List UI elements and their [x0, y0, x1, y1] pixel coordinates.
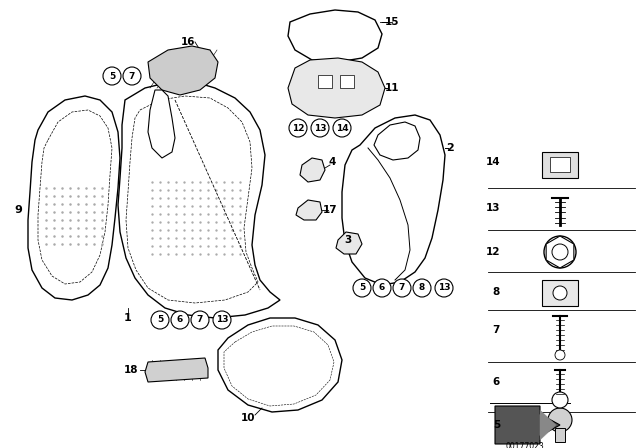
- Text: 13: 13: [314, 124, 326, 133]
- Circle shape: [191, 311, 209, 329]
- Text: 5: 5: [157, 315, 163, 324]
- Text: 7: 7: [399, 284, 405, 293]
- Polygon shape: [142, 172, 250, 265]
- Text: 5: 5: [109, 72, 115, 81]
- Polygon shape: [40, 178, 108, 248]
- Text: 14: 14: [485, 157, 500, 167]
- Text: 5: 5: [493, 420, 500, 430]
- Text: 13: 13: [438, 284, 451, 293]
- Text: 9: 9: [14, 205, 22, 215]
- Circle shape: [151, 311, 169, 329]
- Polygon shape: [542, 152, 578, 178]
- Circle shape: [373, 279, 391, 297]
- Text: 7: 7: [197, 315, 203, 324]
- Text: 5: 5: [359, 284, 365, 293]
- Circle shape: [311, 119, 329, 137]
- Text: 00177023: 00177023: [506, 441, 545, 448]
- Circle shape: [552, 244, 568, 260]
- Text: 7: 7: [129, 72, 135, 81]
- FancyBboxPatch shape: [555, 428, 565, 442]
- Text: 11: 11: [385, 83, 399, 93]
- Polygon shape: [28, 96, 120, 300]
- Circle shape: [333, 119, 351, 137]
- Polygon shape: [340, 75, 354, 88]
- Circle shape: [171, 311, 189, 329]
- Circle shape: [555, 350, 565, 360]
- Polygon shape: [218, 318, 342, 412]
- Polygon shape: [318, 75, 332, 88]
- Circle shape: [103, 67, 121, 85]
- Circle shape: [553, 286, 567, 300]
- Text: 6: 6: [379, 284, 385, 293]
- Polygon shape: [148, 90, 175, 158]
- Polygon shape: [540, 410, 556, 440]
- Text: 1: 1: [124, 313, 132, 323]
- Text: 13: 13: [216, 315, 228, 324]
- Polygon shape: [288, 10, 382, 62]
- Polygon shape: [336, 232, 362, 254]
- Circle shape: [435, 279, 453, 297]
- Polygon shape: [148, 46, 218, 95]
- Polygon shape: [296, 200, 322, 220]
- Circle shape: [544, 236, 576, 268]
- Text: 6: 6: [177, 315, 183, 324]
- Text: 10: 10: [241, 413, 255, 423]
- Polygon shape: [546, 236, 574, 268]
- Text: 7: 7: [493, 325, 500, 335]
- Text: 4: 4: [328, 157, 336, 167]
- Text: 8: 8: [493, 287, 500, 297]
- Circle shape: [413, 279, 431, 297]
- Circle shape: [123, 67, 141, 85]
- Polygon shape: [374, 122, 420, 160]
- Polygon shape: [542, 280, 578, 306]
- Text: 12: 12: [292, 124, 304, 133]
- Polygon shape: [145, 358, 208, 382]
- Text: 15: 15: [385, 17, 399, 27]
- Text: 14: 14: [336, 124, 348, 133]
- Polygon shape: [300, 158, 325, 182]
- Text: 12: 12: [486, 247, 500, 257]
- Text: 18: 18: [124, 365, 138, 375]
- Circle shape: [353, 279, 371, 297]
- Polygon shape: [342, 115, 445, 285]
- Text: 16: 16: [180, 37, 195, 47]
- Text: 6: 6: [493, 377, 500, 387]
- Circle shape: [552, 392, 568, 408]
- Text: 2: 2: [446, 143, 454, 153]
- Circle shape: [548, 408, 572, 432]
- Text: 3: 3: [344, 235, 351, 245]
- Circle shape: [393, 279, 411, 297]
- Circle shape: [213, 311, 231, 329]
- Polygon shape: [118, 82, 280, 318]
- Text: 17: 17: [323, 205, 337, 215]
- Text: 13: 13: [486, 203, 500, 213]
- Polygon shape: [288, 58, 385, 118]
- Circle shape: [289, 119, 307, 137]
- Text: 8: 8: [419, 284, 425, 293]
- Polygon shape: [495, 406, 560, 444]
- Polygon shape: [550, 157, 570, 172]
